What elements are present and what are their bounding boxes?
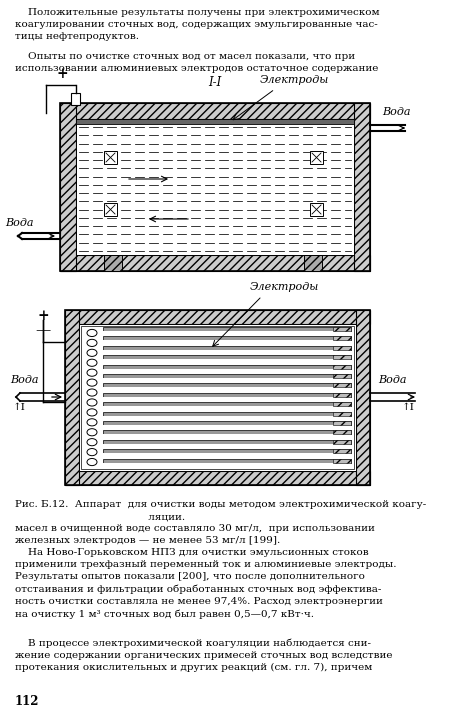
Bar — [104, 255, 122, 271]
Bar — [103, 449, 351, 453]
Bar — [103, 346, 351, 350]
Bar — [60, 103, 370, 271]
Bar — [103, 331, 351, 337]
Bar — [103, 364, 351, 369]
Bar — [333, 374, 351, 378]
Bar — [333, 459, 351, 463]
Bar — [310, 203, 323, 216]
Ellipse shape — [87, 409, 97, 416]
Bar — [103, 393, 351, 397]
Bar — [65, 310, 370, 324]
Bar — [71, 93, 80, 105]
Bar — [354, 103, 370, 271]
Text: Вода: Вода — [10, 375, 39, 385]
Bar — [79, 324, 356, 471]
Text: +: + — [37, 309, 49, 323]
Text: На Ново-Горьковском НПЗ для очистки эмульсионных стоков
применили трехфазный пер: На Ново-Горьковском НПЗ для очистки эмул… — [15, 548, 396, 619]
Ellipse shape — [87, 369, 97, 376]
Bar — [103, 412, 351, 415]
Bar — [103, 459, 351, 463]
Text: I-I: I-I — [208, 76, 221, 89]
Bar — [356, 310, 370, 485]
Bar — [103, 387, 351, 393]
Bar — [65, 310, 370, 485]
Bar — [103, 406, 351, 412]
Ellipse shape — [87, 359, 97, 367]
Bar — [333, 337, 351, 340]
Bar — [103, 327, 351, 331]
Ellipse shape — [87, 458, 97, 465]
Bar — [103, 421, 351, 425]
Bar — [103, 397, 351, 402]
Text: ↑I: ↑I — [13, 403, 26, 412]
Bar — [333, 412, 351, 415]
Bar — [333, 355, 351, 359]
Bar — [103, 369, 351, 374]
Bar — [103, 463, 351, 468]
Text: Электроды: Электроды — [250, 282, 319, 292]
Bar — [333, 346, 351, 350]
Ellipse shape — [87, 339, 97, 347]
Text: масел в очищенной воде составляло 30 мг/л,  при использовании
железных электродо: масел в очищенной воде составляло 30 мг/… — [15, 524, 375, 545]
Bar — [103, 402, 351, 406]
Bar — [104, 203, 117, 216]
Ellipse shape — [87, 329, 97, 337]
Bar — [65, 310, 79, 485]
Text: Вода: Вода — [378, 375, 406, 385]
Bar — [103, 415, 351, 421]
Bar — [60, 103, 76, 271]
Bar — [333, 383, 351, 387]
Bar — [103, 340, 351, 346]
Bar — [103, 453, 351, 459]
Text: Электроды: Электроды — [260, 75, 329, 85]
Bar — [333, 449, 351, 453]
Bar — [103, 378, 351, 383]
Bar — [104, 151, 117, 164]
Bar — [60, 255, 370, 271]
Text: Положительные результаты получены при электрохимическом
коагулировании сточных в: Положительные результаты получены при эл… — [15, 8, 380, 42]
Ellipse shape — [87, 439, 97, 446]
Text: ↑I: ↑I — [402, 403, 415, 412]
Bar — [310, 151, 323, 164]
Bar — [333, 421, 351, 425]
Bar — [333, 440, 351, 444]
Bar — [304, 255, 322, 271]
Bar — [65, 471, 370, 485]
Bar — [103, 359, 351, 364]
Bar — [333, 364, 351, 369]
Ellipse shape — [87, 389, 97, 396]
Text: Вода: Вода — [382, 107, 410, 117]
Bar — [103, 425, 351, 430]
Bar — [103, 355, 351, 359]
Bar — [333, 393, 351, 397]
Bar — [103, 337, 351, 340]
Bar — [103, 383, 351, 387]
Bar — [103, 435, 351, 440]
Text: —: — — [36, 323, 50, 337]
Bar — [81, 326, 354, 469]
Ellipse shape — [87, 379, 97, 386]
Ellipse shape — [87, 399, 97, 406]
Text: Вода: Вода — [5, 218, 33, 228]
Text: В процессе электрохимической коагуляции наблюдается сни-
жение содержании органи: В процессе электрохимической коагуляции … — [15, 638, 392, 672]
Text: Опыты по очистке сточных вод от масел показали, что при
использовании алюминиевы: Опыты по очистке сточных вод от масел по… — [15, 52, 378, 73]
Ellipse shape — [87, 349, 97, 357]
Bar — [60, 103, 370, 119]
Bar — [333, 402, 351, 406]
Bar — [103, 374, 351, 378]
Text: +: + — [56, 67, 68, 81]
Bar — [333, 430, 351, 435]
Ellipse shape — [87, 419, 97, 426]
Text: 112: 112 — [15, 695, 40, 708]
Ellipse shape — [87, 429, 97, 436]
Bar — [333, 327, 351, 331]
Bar — [76, 119, 354, 255]
Bar — [103, 440, 351, 444]
Ellipse shape — [87, 448, 97, 455]
Text: Рис. Б.12.  Аппарат  для очистки воды методом электрохимической коагу-
         : Рис. Б.12. Аппарат для очистки воды мето… — [15, 500, 426, 521]
Bar — [103, 444, 351, 449]
Bar — [76, 119, 354, 124]
Bar — [103, 350, 351, 355]
Bar — [103, 430, 351, 435]
